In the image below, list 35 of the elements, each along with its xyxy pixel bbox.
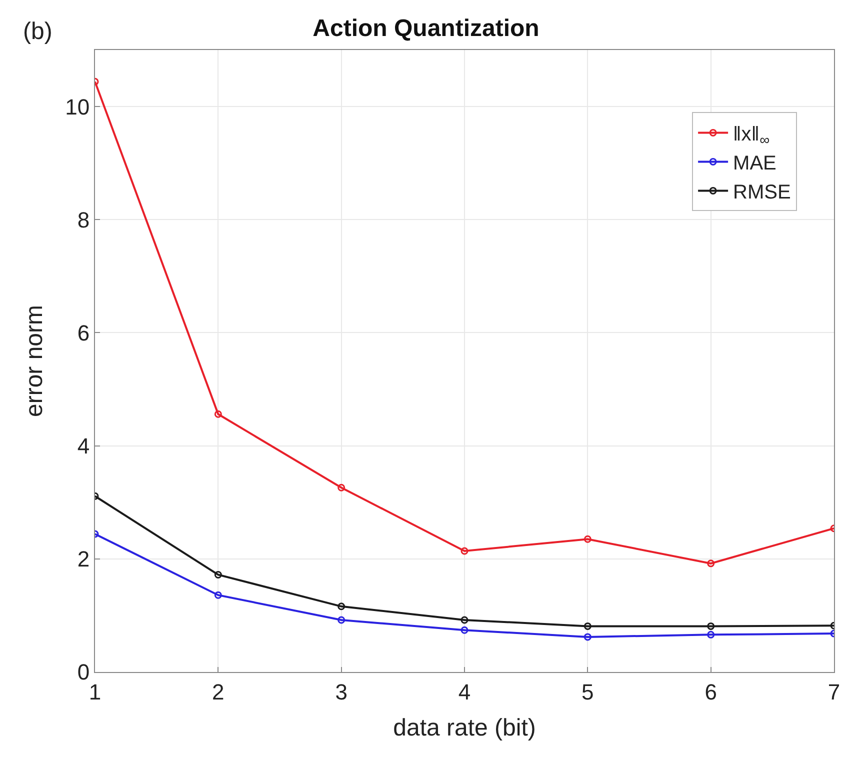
point [214,410,222,418]
x-tick-label: 1 [88,679,102,704]
text: (b) [23,18,52,45]
chart-title: Action Quantization [312,14,540,42]
point [707,622,715,630]
point [214,570,222,578]
point [707,560,715,568]
y-tick-label: 4 [77,434,90,459]
y-tick-label: 6 [77,320,90,346]
legend-label: MAE [733,152,776,174]
point [338,616,346,624]
x-tick-label: 6 [704,679,717,704]
y-tick-label: 10 [65,94,90,120]
x-tick-label: 4 [458,679,471,704]
x-tick-label: 2 [212,679,224,704]
point [338,484,346,492]
legend-label: RMSE [733,182,791,204]
point [460,616,468,624]
x-tick-label: 7 [828,679,840,704]
y-tick-label: 8 [77,207,90,232]
x-axis-title: data rate (bit) [393,714,536,742]
point [584,535,592,543]
point [460,547,468,555]
legend-label: ‖x‖$_{∞}$ [733,124,770,148]
point [338,602,346,610]
point [214,591,222,599]
y-tick-label: 0 [77,660,90,685]
x-tick-label: 3 [335,679,348,704]
x-tick-label: 5 [582,679,594,704]
point [707,630,715,638]
point [584,633,592,641]
y-axis-title: error norm [21,304,48,418]
point [460,626,468,634]
point [584,622,592,630]
y-tick-label: 2 [77,546,90,572]
